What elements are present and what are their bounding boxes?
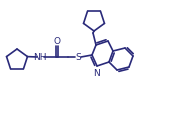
Text: O: O: [53, 37, 60, 46]
Text: S: S: [75, 53, 81, 61]
Text: N: N: [93, 69, 99, 78]
Text: NH: NH: [33, 53, 47, 61]
